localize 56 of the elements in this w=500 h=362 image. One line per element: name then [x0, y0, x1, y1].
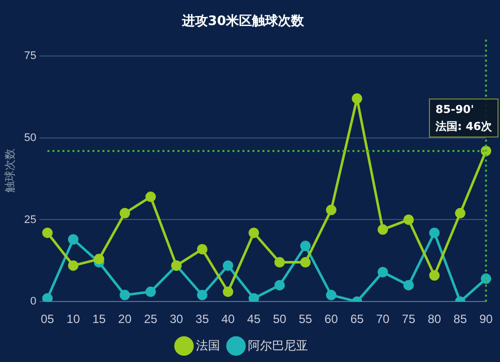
y-tick-label: 0	[30, 296, 36, 308]
point	[196, 290, 208, 300]
x-tick-label: 50	[272, 312, 287, 326]
x-tick-label: 45	[247, 312, 261, 326]
x-tick-label: 80	[428, 312, 442, 326]
point	[274, 257, 285, 268]
x-tick-label: 75	[402, 312, 416, 326]
x-tick-label: 30	[170, 312, 184, 326]
point	[429, 228, 440, 238]
annotation: 85-90' 法国: 46次	[434, 102, 493, 133]
legend-label: 法国	[196, 338, 220, 352]
point	[378, 224, 388, 235]
point	[68, 234, 78, 245]
point	[352, 93, 362, 104]
point	[120, 208, 130, 218]
point	[378, 266, 388, 278]
x-tick-label: 90	[479, 312, 493, 326]
x-tick-label: 20	[118, 312, 132, 326]
x-tick-label: 55	[298, 312, 312, 326]
point	[454, 208, 466, 218]
point	[222, 260, 234, 271]
point	[145, 192, 156, 202]
point	[403, 214, 414, 225]
point	[403, 280, 414, 290]
point	[300, 257, 311, 268]
y-tick-label: 25	[24, 214, 36, 226]
y-tick-label: 50	[24, 132, 36, 144]
point	[248, 228, 260, 238]
y-axis-title: 触球次数	[4, 148, 17, 193]
point	[248, 293, 260, 302]
x-tick-label: 65	[350, 312, 364, 326]
x-tick-label: 35	[196, 312, 210, 326]
chart-title: 进攻30米区触球次数	[180, 13, 306, 30]
point	[300, 240, 311, 252]
point	[196, 244, 208, 254]
y-tick-label: 75	[24, 50, 36, 62]
point	[274, 280, 285, 290]
point	[326, 290, 336, 300]
x-tick-label: 25	[144, 312, 158, 326]
x-tick-label: 15	[92, 312, 106, 326]
point	[42, 293, 53, 302]
point	[94, 254, 104, 264]
x-tick-label: 60	[324, 312, 338, 326]
x-tick-label: 40	[221, 312, 236, 326]
point	[222, 286, 234, 298]
x-tick-label: 05	[40, 312, 54, 326]
point	[326, 204, 336, 216]
point	[42, 228, 53, 238]
legend-label: 阿尔巴尼亚	[248, 338, 308, 352]
x-tick-label: 70	[376, 312, 390, 326]
point	[68, 260, 78, 271]
x-tick-label: 10	[66, 312, 80, 326]
point	[145, 286, 156, 298]
point	[429, 270, 440, 281]
x-tick-label: 85	[454, 312, 468, 326]
point	[120, 290, 130, 300]
